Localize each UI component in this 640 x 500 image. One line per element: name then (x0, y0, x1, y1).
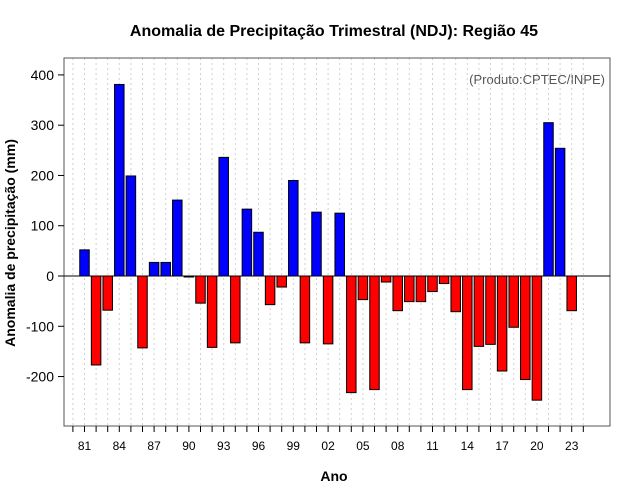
bar-97 (264, 275, 276, 306)
bar-16 (485, 275, 496, 345)
bar-82 (90, 275, 102, 366)
x-tick-label: 20 (530, 439, 544, 453)
y-tick-label: 200 (31, 167, 55, 183)
bar-17 (496, 275, 508, 372)
x-tick-label: 11 (426, 439, 439, 453)
bar-87 (148, 261, 160, 277)
bar-98 (276, 275, 287, 288)
tick-labels-layer: -200 -100 0 100 200 300 400 81 84 87 90 93 96 99 02 05 0… (26, 67, 579, 453)
plot-frame (63, 57, 611, 427)
x-tick-label: 08 (391, 439, 405, 453)
bar-84 (114, 83, 125, 277)
bar-15 (473, 275, 485, 347)
bar-96 (253, 231, 264, 277)
bar-23 (566, 275, 577, 312)
bar-03 (334, 212, 345, 277)
bar-10 (415, 275, 427, 303)
bars-layer (79, 83, 577, 401)
bar-92 (206, 275, 218, 348)
bar-22 (554, 147, 566, 277)
x-tick-label: 84 (113, 439, 127, 453)
bar-11 (427, 275, 438, 293)
y-tick-label: 100 (31, 218, 55, 234)
bar-05 (357, 275, 369, 301)
bar-83 (102, 275, 113, 311)
y-tick-label: 300 (31, 117, 55, 133)
x-axis-label: Ano (320, 468, 347, 484)
bar-08 (392, 275, 403, 312)
bar-93 (218, 156, 229, 277)
x-tick-label: 14 (461, 439, 475, 453)
bar-02 (322, 275, 334, 345)
y-tick-label: 400 (31, 67, 55, 83)
bar-12 (438, 275, 450, 285)
bar-95 (241, 208, 253, 277)
x-tick-label: 81 (78, 439, 92, 453)
bar-14 (462, 275, 473, 391)
bar-21 (543, 122, 554, 277)
x-tick-label: 23 (565, 439, 579, 453)
bar-06 (369, 275, 380, 391)
bar-07 (380, 275, 392, 283)
bar-81 (79, 249, 90, 277)
x-tick-label: 90 (182, 439, 196, 453)
bar-94 (230, 275, 241, 344)
bar-88 (160, 261, 171, 277)
bar-13 (450, 275, 461, 313)
y-axis-label: Anomalia de precipitação (mm) (2, 139, 18, 347)
bar-20 (531, 275, 543, 401)
bar-09 (404, 275, 415, 303)
x-tick-label: 87 (147, 439, 161, 453)
bar-01 (311, 211, 322, 277)
bar-18 (508, 275, 519, 328)
chart-title: Anomalia de Precipitação Trimestral (NDJ… (130, 23, 538, 40)
y-tick-label: -200 (26, 369, 54, 385)
x-tick-label: 93 (217, 439, 231, 453)
bar-99 (288, 179, 299, 277)
x-tick-label: 02 (321, 439, 335, 453)
bar-86 (137, 275, 148, 349)
x-tick-label: 99 (287, 439, 301, 453)
x-tick-label: 05 (356, 439, 370, 453)
y-tick-label: -100 (26, 318, 54, 334)
x-tick-label: 96 (252, 439, 266, 453)
x-tick-label: 17 (495, 439, 509, 453)
bar-85 (125, 175, 137, 277)
bar-89 (172, 199, 183, 277)
bar-00 (299, 275, 311, 344)
bar-19 (520, 275, 531, 381)
bar-91 (195, 275, 206, 304)
axes-layer (58, 57, 611, 432)
y-tick-label: 0 (46, 268, 54, 284)
bar-04 (346, 275, 357, 394)
